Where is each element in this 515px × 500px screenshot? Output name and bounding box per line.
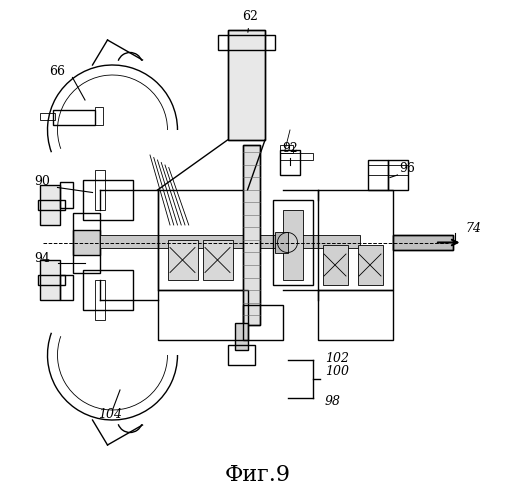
Bar	[392, 235, 453, 250]
Bar	[228, 30, 265, 140]
Bar	[158, 290, 248, 340]
Bar	[228, 345, 255, 365]
Bar	[53, 110, 95, 125]
Bar	[60, 182, 73, 208]
Text: 98: 98	[325, 395, 341, 408]
Bar	[100, 235, 360, 248]
Bar	[280, 145, 293, 152]
Text: 100: 100	[325, 365, 349, 378]
Bar	[243, 145, 260, 325]
Bar	[158, 190, 248, 290]
Bar	[368, 165, 407, 175]
Bar	[38, 275, 65, 285]
Bar	[368, 160, 387, 190]
Bar	[82, 180, 132, 220]
Bar	[235, 322, 248, 350]
Text: 102: 102	[325, 352, 349, 366]
Bar	[40, 185, 60, 225]
Bar	[280, 152, 313, 160]
Bar	[243, 145, 260, 325]
Bar	[82, 270, 132, 310]
Bar	[387, 160, 407, 190]
Bar	[318, 290, 392, 340]
Bar	[318, 190, 392, 290]
Bar	[73, 212, 100, 272]
Text: 104: 104	[98, 408, 122, 420]
Text: 96: 96	[400, 162, 416, 175]
Bar	[95, 170, 105, 210]
Bar	[217, 35, 275, 50]
Bar	[167, 240, 197, 280]
Bar	[228, 30, 265, 140]
Text: 66: 66	[49, 65, 65, 78]
Bar	[357, 245, 383, 285]
Text: 94: 94	[35, 252, 50, 266]
Text: 90: 90	[35, 175, 50, 188]
Text: 92: 92	[282, 142, 298, 156]
Bar	[40, 260, 60, 300]
Bar	[283, 210, 302, 280]
Bar	[322, 245, 348, 285]
Bar	[40, 112, 55, 120]
Bar	[95, 108, 102, 125]
Bar	[243, 305, 283, 340]
Bar	[38, 200, 65, 210]
Bar	[60, 275, 73, 300]
Bar	[73, 230, 100, 255]
Bar	[275, 232, 287, 252]
Text: 74: 74	[465, 222, 481, 235]
Bar	[280, 150, 300, 175]
Bar	[202, 240, 232, 280]
Text: 62: 62	[242, 10, 258, 32]
Text: Фиг.9: Фиг.9	[225, 464, 290, 486]
Bar	[392, 235, 453, 250]
Bar	[95, 280, 105, 320]
Bar	[272, 200, 313, 285]
